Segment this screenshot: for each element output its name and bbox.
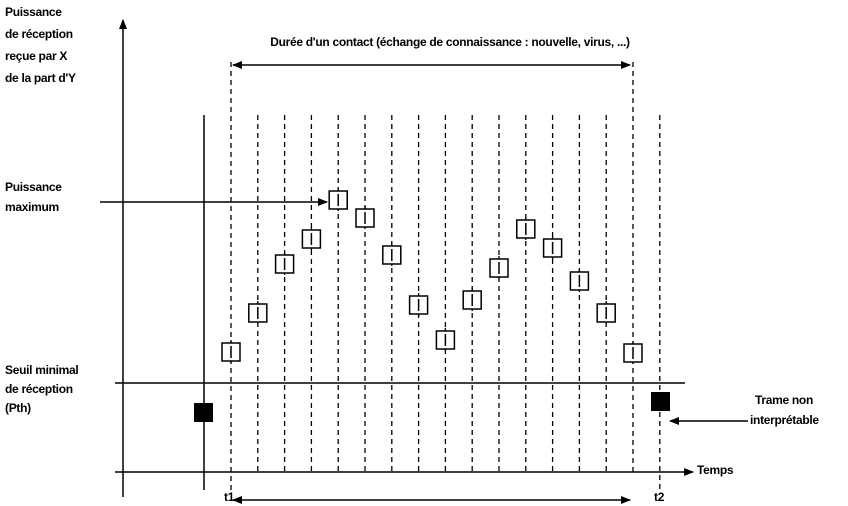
y-axis-label: Puissance <box>5 5 62 19</box>
lost-frame <box>651 392 670 411</box>
lost-frame <box>194 403 213 422</box>
frame-label: Trame non <box>755 393 813 407</box>
y-axis-label: de réception <box>5 27 73 41</box>
threshold-label: Seuil minimal <box>5 363 78 377</box>
duration-label: Durée d'un contact (échange de connaissa… <box>270 35 630 49</box>
max-label: maximum <box>5 200 59 214</box>
threshold-label: de réception <box>5 382 73 396</box>
t2-label: t2 <box>654 490 665 504</box>
t1-label: t1 <box>224 490 235 504</box>
y-axis-label: reçue par X <box>5 49 67 63</box>
frame-label: interprétable <box>750 413 819 427</box>
max-label: Puissance <box>5 180 62 194</box>
x-axis-label: Temps <box>697 463 734 477</box>
time-slots <box>230 62 661 490</box>
frames <box>221 188 643 365</box>
y-axis-label: de la part d'Y <box>5 71 76 85</box>
threshold-label: (Pth) <box>5 401 31 415</box>
